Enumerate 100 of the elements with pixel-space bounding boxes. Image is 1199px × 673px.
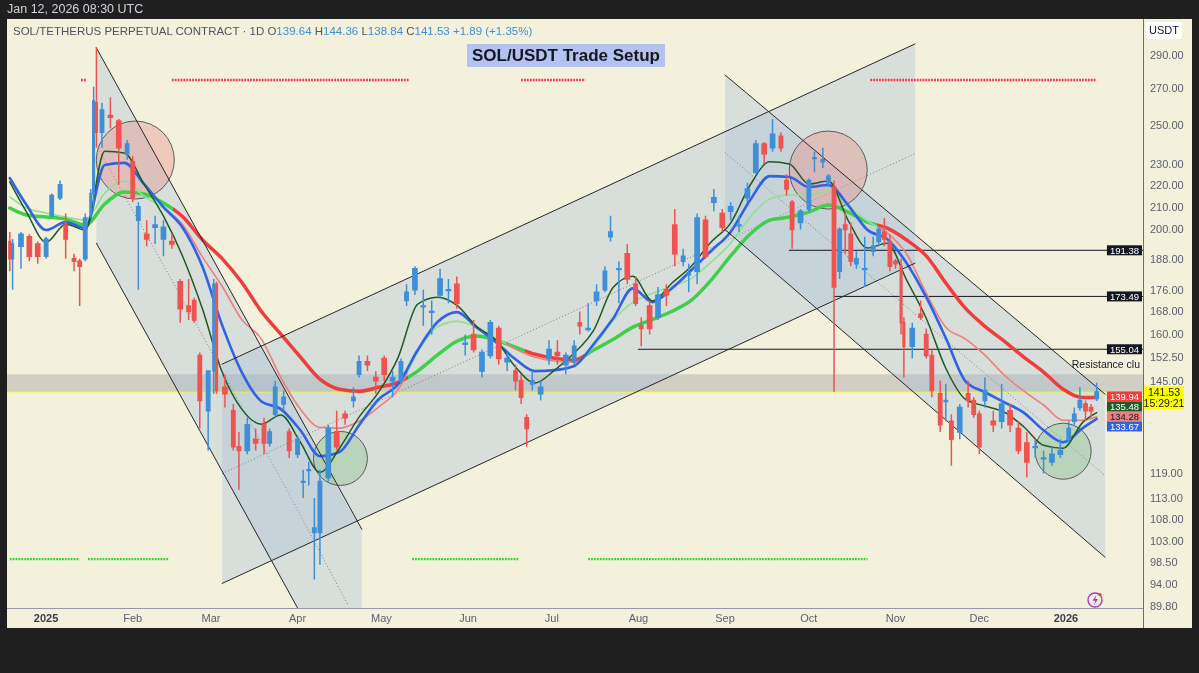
candlestick <box>571 339 577 366</box>
candlestick <box>295 434 300 459</box>
candlestick <box>546 339 552 366</box>
y-tick-label: 210.00 <box>1150 200 1184 213</box>
text: Jan 12, 2026 08:30 UTC <box>7 2 144 16</box>
candlestick <box>624 243 631 286</box>
x-tick-label: 2025 <box>33 611 59 624</box>
candlestick <box>719 208 726 233</box>
candlestick <box>281 389 287 412</box>
candlestick <box>870 235 876 257</box>
text: SOL/USDT Trade Setup <box>472 46 660 66</box>
y-tick-label: 108.00 <box>1150 513 1184 526</box>
candlestick <box>789 199 795 250</box>
x-tick-label: Feb <box>123 611 143 624</box>
candlestick <box>107 96 114 130</box>
y-axis-title: USDT <box>1149 24 1180 37</box>
y-tick-label: 176.00 <box>1150 283 1184 296</box>
candlestick <box>602 265 608 294</box>
y-tick-label: 152.50 <box>1150 350 1184 363</box>
candlestick <box>351 386 356 409</box>
x-tick-label: Apr <box>289 611 307 624</box>
candlestick <box>663 283 670 307</box>
candlestick <box>244 417 251 455</box>
candlestick <box>445 278 452 304</box>
y-tick-label: 145.00 <box>1150 374 1184 387</box>
x-tick-label: Sep <box>715 611 735 624</box>
candlestick <box>143 219 150 248</box>
candlestick <box>769 118 776 153</box>
candlestick <box>537 379 544 402</box>
candlestick <box>608 214 613 243</box>
candlestick <box>1023 431 1030 479</box>
candlestick <box>638 316 644 348</box>
candlestick <box>389 370 396 398</box>
candlestick <box>820 147 826 169</box>
candlestick <box>428 299 435 336</box>
candlestick <box>286 427 292 459</box>
candlestick <box>554 339 561 366</box>
candlestick <box>420 288 427 327</box>
candlestick <box>655 286 661 321</box>
candlestick <box>169 233 175 250</box>
y-tick-label: 94.00 <box>1150 578 1178 591</box>
x-tick-label: Jul <box>544 611 559 624</box>
candlestick <box>34 240 41 265</box>
candlestick <box>306 461 312 487</box>
y-tick-label: 188.00 <box>1150 252 1184 265</box>
candlestick <box>197 351 203 430</box>
candlestick <box>325 424 332 483</box>
candlestick <box>831 179 837 393</box>
candlestick <box>727 201 734 222</box>
candlestick <box>633 275 639 307</box>
candlestick <box>333 410 340 452</box>
candlestick <box>453 275 460 310</box>
candlestick <box>160 219 167 257</box>
y-tick-label: 270.00 <box>1150 82 1184 95</box>
candlestick <box>577 310 583 336</box>
y-tick-label: 113.00 <box>1150 491 1183 504</box>
x-tick-label: May <box>371 611 393 624</box>
candlestick <box>711 188 717 212</box>
candlestick <box>152 214 158 245</box>
candlestick <box>300 468 306 499</box>
candlestick <box>1049 445 1055 467</box>
candlestick <box>943 383 949 423</box>
candlestick <box>99 101 105 149</box>
candlestick <box>372 370 379 395</box>
y-tick-label: 290.00 <box>1150 48 1184 61</box>
x-tick-label: Mar <box>201 611 221 624</box>
candlestick <box>272 379 278 419</box>
candlestick <box>837 226 843 280</box>
candlestick <box>909 322 916 360</box>
data-label: 133.67 <box>1109 420 1139 432</box>
candlestick <box>585 302 591 333</box>
candlestick <box>998 383 1005 430</box>
candlestick <box>806 177 812 212</box>
candlestick <box>761 141 768 165</box>
x-tick-label: Nov <box>885 611 906 624</box>
candlestick <box>524 413 530 448</box>
candlestick <box>63 212 69 260</box>
candlestick <box>848 221 854 267</box>
candlestick <box>671 208 678 267</box>
data-label: 139.94 <box>1109 390 1139 402</box>
candlestick <box>1094 382 1100 402</box>
candlestick <box>784 173 789 197</box>
candlestick <box>853 250 859 270</box>
data-label: 155.04 <box>1109 343 1139 355</box>
candlestick <box>1071 406 1077 426</box>
candlestick <box>876 226 882 248</box>
y-tick-label: 200.00 <box>1150 223 1184 236</box>
data-label: 134.28 <box>1109 410 1139 422</box>
candlestick <box>479 348 485 379</box>
candlestick <box>404 283 409 307</box>
candlestick <box>261 417 267 455</box>
candlestick <box>982 376 988 409</box>
text: 15:29:21 <box>1143 397 1185 410</box>
candlestick <box>18 231 24 270</box>
text: SOL/TETHERUS PERPETUAL CONTRACT · 1D O139.64 H144.36 L138.84 C141.53 +1.89 (+1.35%) <box>13 25 533 38</box>
candlestick <box>861 235 868 288</box>
candlestick <box>694 212 700 286</box>
candlestick <box>918 299 924 321</box>
candlestick <box>948 413 954 467</box>
candlestick <box>686 262 692 294</box>
